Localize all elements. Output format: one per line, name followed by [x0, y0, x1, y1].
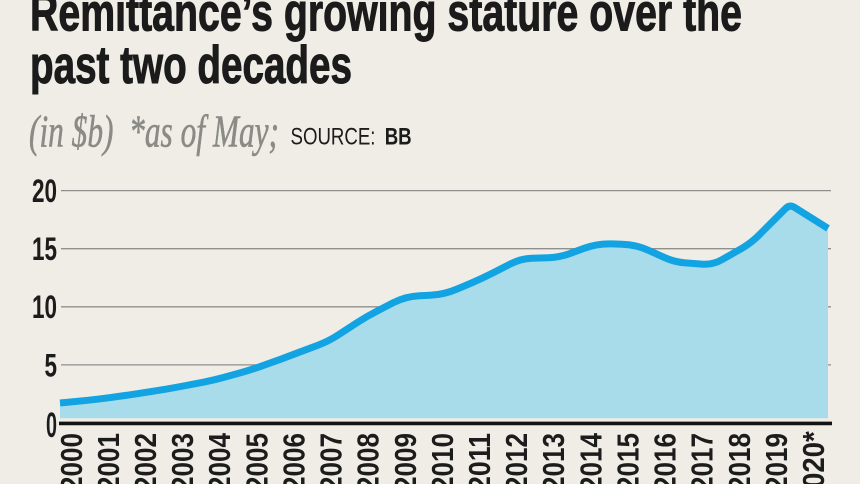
- svg-text:2015: 2015: [610, 433, 645, 484]
- svg-text:2014: 2014: [573, 432, 608, 484]
- svg-text:2019: 2019: [759, 433, 794, 484]
- svg-text:2003: 2003: [165, 433, 200, 484]
- svg-text:2000: 2000: [54, 433, 89, 484]
- svg-text:2004: 2004: [202, 432, 237, 484]
- svg-text:2020*: 2020*: [796, 430, 831, 484]
- svg-text:0: 0: [46, 406, 57, 445]
- svg-text:SOURCE:: SOURCE:: [291, 124, 376, 151]
- svg-text:2001: 2001: [91, 433, 126, 484]
- svg-text:Remittance’s growing stature o: Remittance’s growing stature over the: [30, 0, 742, 42]
- svg-text:2013: 2013: [536, 433, 571, 484]
- svg-text:2009: 2009: [388, 433, 423, 484]
- svg-text:BB: BB: [385, 124, 412, 151]
- svg-text:2002: 2002: [128, 433, 163, 484]
- svg-text:2011: 2011: [462, 433, 497, 484]
- svg-text:15: 15: [32, 231, 57, 267]
- svg-text:2007: 2007: [314, 433, 349, 484]
- svg-text:2008: 2008: [351, 433, 386, 484]
- svg-text:20: 20: [32, 173, 57, 209]
- svg-text:5: 5: [45, 347, 58, 383]
- svg-text:2017: 2017: [685, 433, 720, 484]
- svg-text:10: 10: [32, 289, 57, 325]
- svg-text:(in $b) *as of May;: (in $b) *as of May;: [29, 106, 279, 157]
- svg-text:2018: 2018: [722, 433, 757, 484]
- svg-text:2006: 2006: [277, 433, 312, 484]
- svg-text:2016: 2016: [648, 433, 683, 484]
- svg-text:2005: 2005: [239, 433, 274, 484]
- svg-text:2010: 2010: [425, 433, 460, 484]
- svg-text:past two decades: past two decades: [30, 36, 352, 95]
- svg-text:2012: 2012: [499, 433, 534, 484]
